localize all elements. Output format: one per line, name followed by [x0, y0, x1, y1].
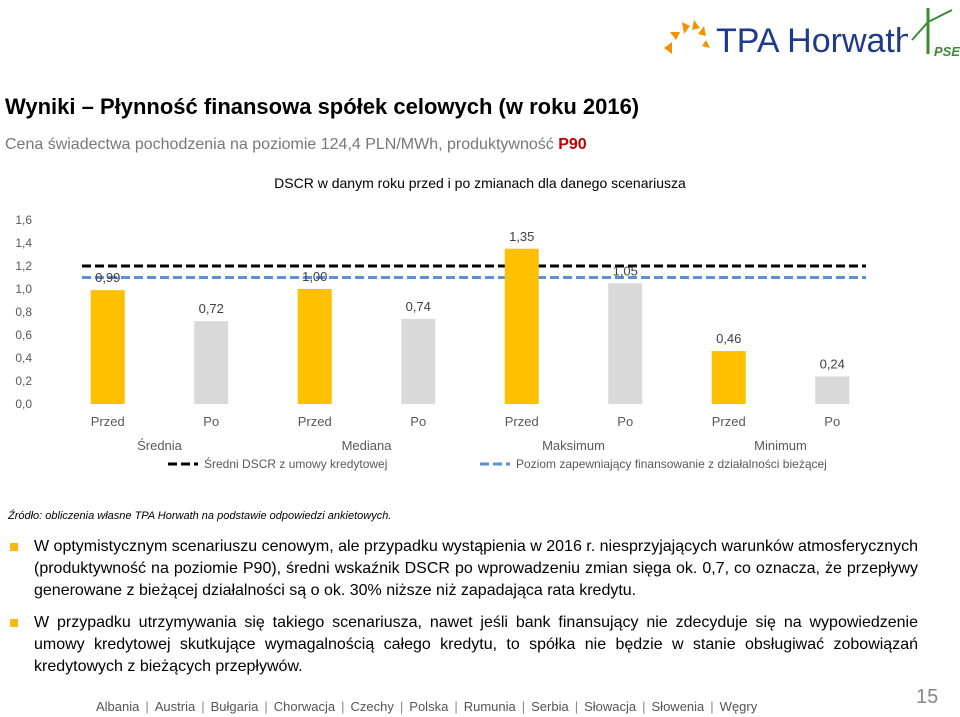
footer-separator: |: [399, 699, 404, 714]
footer-country-link[interactable]: Serbia: [531, 699, 569, 714]
bar: [608, 283, 643, 404]
group-label: Maksimum: [542, 438, 605, 453]
footer-country-link[interactable]: Czechy: [350, 699, 394, 714]
bullet-text: W optymistycznym scenariuszu cenowym, al…: [34, 538, 918, 599]
footer-country-link[interactable]: Słowenia: [651, 699, 705, 714]
footer-country-link[interactable]: Węgry: [719, 699, 758, 714]
bullet-square-icon: [10, 619, 18, 627]
x-tick-label: Przed: [712, 414, 746, 429]
page-title: Wyniki – Płynność finansowa spółek celow…: [5, 94, 640, 119]
footer-country-link[interactable]: Bułgaria: [210, 699, 259, 714]
footer-separator: |: [521, 699, 526, 714]
bullet-item: W optymistycznym scenariuszu cenowym, al…: [10, 536, 918, 602]
data-label: 1,05: [613, 263, 638, 278]
brand-name: TPA Horwath: [716, 22, 914, 60]
footer-country-link[interactable]: Albania: [96, 699, 140, 714]
bullet-list: W optymistycznym scenariuszu cenowym, al…: [10, 536, 918, 688]
footer-country-link[interactable]: Austria: [154, 699, 196, 714]
dscr-bar-chart: 0,0 0,2 0,4 0,6 0,8 1,0 1,2 1,4 1,6 0,99 Przed 0,72…: [15, 213, 866, 471]
source-note: Źródło: obliczenia własne TPA Horwath na…: [8, 510, 392, 522]
bar: [90, 290, 125, 404]
footer-country-link[interactable]: Rumunia: [463, 699, 516, 714]
footer-separator: |: [454, 699, 458, 714]
footer-separator: |: [710, 699, 714, 714]
y-tick-label: 0,2: [15, 374, 32, 388]
footer-country-link[interactable]: Polska: [409, 699, 449, 714]
y-tick-label: 1,0: [15, 282, 32, 296]
footer-separator: |: [145, 699, 149, 714]
footer-country-link[interactable]: Słowacja: [584, 699, 637, 714]
x-tick-label: Przed: [505, 414, 539, 429]
footer-separator: |: [341, 699, 345, 714]
page-subtitle: Cena świadectwa pochodzenia na poziomie …: [5, 136, 587, 154]
group-label: Minimum: [754, 438, 807, 453]
subtitle-highlight: P90: [558, 136, 587, 153]
data-label: 0,72: [199, 301, 224, 316]
bar: [815, 376, 850, 404]
data-label: 0,46: [716, 331, 741, 346]
bar: [401, 318, 436, 404]
tpa-sun-icon: [664, 20, 710, 54]
bullet-square-icon: [10, 543, 18, 551]
footer-country-link[interactable]: Chorwacja: [273, 699, 336, 714]
page-number: 15: [916, 686, 939, 708]
x-tick-label: Po: [203, 414, 219, 429]
x-tick-label: Po: [617, 414, 633, 429]
footer-separator: |: [264, 699, 268, 714]
x-tick-label: Przed: [91, 414, 125, 429]
data-label: 1,00: [302, 269, 327, 284]
y-tick-label: 0,6: [15, 328, 32, 342]
x-tick-label: Po: [410, 414, 426, 429]
footer-countries: Albania | Austria | Bułgaria | Chorwacja | Czech…: [90, 699, 763, 714]
y-tick-label: 0,4: [15, 351, 32, 365]
footer-separator: |: [642, 699, 646, 714]
y-tick-label: 1,4: [15, 236, 32, 250]
footer-separator: |: [201, 699, 205, 714]
bullet-text: W przypadku utrzymywania się takiego sce…: [34, 614, 918, 675]
chart-title: DSCR w danym roku przed i po zmianach dl…: [274, 175, 686, 191]
legend-label: Średni DSCR z umowy kredytowej: [204, 456, 387, 471]
y-tick-label: 1,2: [15, 259, 32, 273]
bullet-item: W przypadku utrzymywania się takiego sce…: [10, 612, 918, 678]
group-label: Średnia: [137, 438, 183, 453]
y-tick-label: 0,8: [15, 305, 32, 319]
x-tick-label: Po: [824, 414, 840, 429]
data-label: 0,24: [820, 356, 845, 371]
bar: [504, 248, 539, 404]
data-label: 0,74: [406, 299, 431, 314]
data-label: 1,35: [509, 229, 534, 244]
y-tick-label: 1,6: [15, 213, 32, 227]
footer-separator: |: [574, 699, 579, 714]
legend-label: Poziom zapewniający finansowanie z dział…: [516, 457, 827, 471]
subtitle-text: Cena świadectwa pochodzenia na poziomie …: [5, 136, 559, 153]
bar: [297, 289, 332, 404]
bar: [711, 351, 746, 404]
group-label: Mediana: [342, 438, 393, 453]
bar: [194, 321, 229, 404]
y-tick-label: 0,0: [15, 397, 32, 411]
data-label: 0,99: [95, 270, 120, 285]
x-tick-label: Przed: [298, 414, 332, 429]
